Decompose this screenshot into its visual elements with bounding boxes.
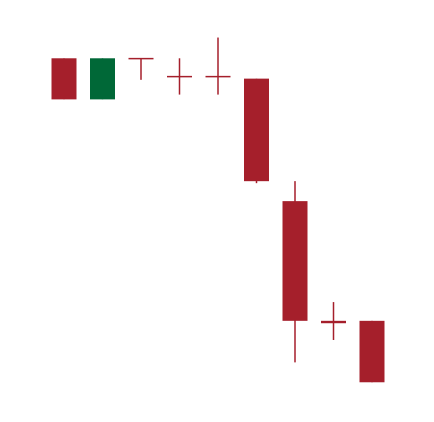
candle-body bbox=[282, 201, 308, 321]
candle-1 bbox=[51, 58, 77, 100]
candle-body bbox=[359, 320, 385, 383]
candle-4 bbox=[167, 58, 192, 95]
candle-9 bbox=[359, 320, 385, 383]
candle-3 bbox=[128, 57, 154, 80]
candle-body bbox=[90, 58, 115, 100]
candle-8 bbox=[321, 302, 346, 340]
candle-5 bbox=[205, 37, 231, 95]
candle-body bbox=[321, 320, 346, 324]
candle-body bbox=[244, 78, 269, 182]
candle-body bbox=[51, 58, 77, 100]
candle-2 bbox=[90, 58, 115, 100]
candle-6 bbox=[244, 78, 269, 184]
candle-7 bbox=[282, 181, 308, 363]
